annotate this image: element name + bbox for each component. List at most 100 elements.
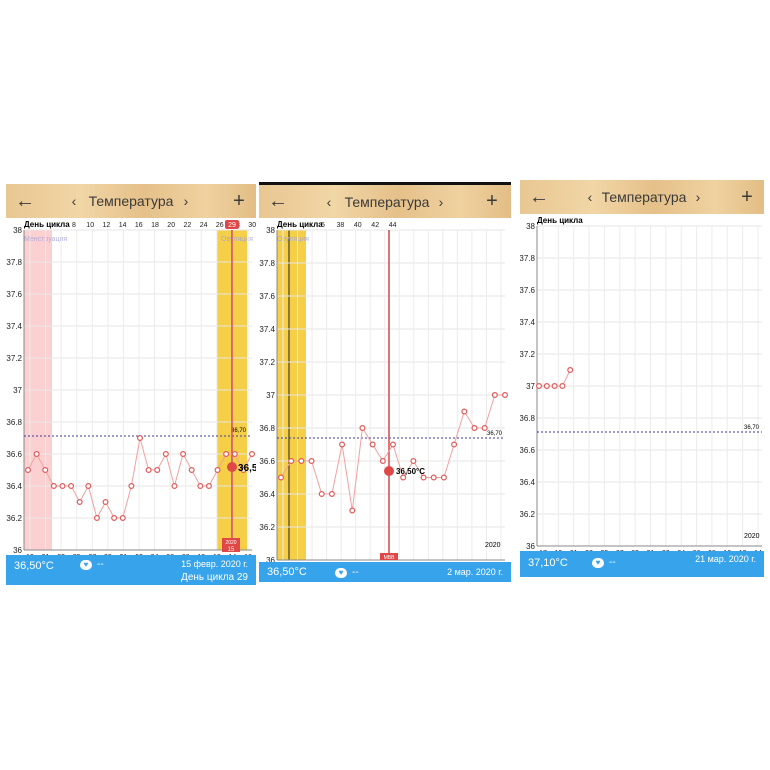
temperature-point[interactable] <box>85 483 92 490</box>
prev-button[interactable]: ‹ <box>64 184 84 218</box>
selected-point[interactable] <box>384 466 394 476</box>
y-tick-label: 38 <box>13 226 22 235</box>
next-button[interactable]: › <box>688 180 708 214</box>
temperature-point[interactable] <box>328 491 335 498</box>
temperature-point[interactable] <box>231 451 238 458</box>
temperature-point[interactable] <box>339 441 346 448</box>
sex-indicator[interactable]: ♥ -- <box>592 557 616 568</box>
temperature-point[interactable] <box>543 383 550 390</box>
date-text: 15 февр. 2020 г. <box>181 559 248 569</box>
x-tick-label: 08 <box>182 554 190 555</box>
y-tick-label: 38 <box>266 226 275 235</box>
temperature-point[interactable] <box>349 507 356 514</box>
heart-icon: ♥ <box>335 567 347 578</box>
temperature-point[interactable] <box>102 499 109 506</box>
x-tick-label: 14 <box>754 550 762 551</box>
y-tick-label: 37.2 <box>6 354 22 363</box>
temperature-point[interactable] <box>76 499 83 506</box>
x-tick-label: 21 <box>570 550 578 551</box>
cycle-day-label: День цикла <box>277 220 323 229</box>
temperature-point[interactable] <box>93 515 100 522</box>
temperature-point[interactable] <box>481 425 488 432</box>
temperature-point[interactable] <box>288 458 295 465</box>
temperature-point[interactable] <box>359 425 366 432</box>
temperature-point[interactable] <box>379 458 386 465</box>
temperature-point[interactable] <box>205 483 212 490</box>
temperature-point[interactable] <box>400 474 407 481</box>
temperature-point[interactable] <box>298 458 305 465</box>
temperature-chart[interactable]: Овуляция День цикла 5 38 40 42 44 38 37.8 37.6… <box>259 218 511 562</box>
back-button[interactable]: ← <box>10 184 40 218</box>
temperature-point[interactable] <box>119 515 126 522</box>
temperature-point[interactable] <box>559 383 566 390</box>
temperature-point[interactable] <box>25 467 32 474</box>
cycle-day-tick: 10 <box>86 222 94 229</box>
temperature-point[interactable] <box>390 441 397 448</box>
temperature-point[interactable] <box>308 458 315 465</box>
info-bar[interactable]: 36,50°C ♥ -- 15 февр. 2020 г. День цикла… <box>6 555 256 585</box>
prev-button[interactable]: ‹ <box>319 185 339 218</box>
temperature-point[interactable] <box>536 383 543 390</box>
sex-indicator[interactable]: ♥ -- <box>335 567 359 578</box>
x-tick-label: 27 <box>616 550 624 551</box>
temperature-point[interactable] <box>180 451 187 458</box>
prev-button[interactable]: ‹ <box>580 180 600 214</box>
temperature-point[interactable] <box>137 435 144 442</box>
add-button[interactable]: + <box>477 185 507 218</box>
x-tick-label: 25 <box>73 554 81 555</box>
temperature-point[interactable] <box>567 367 574 374</box>
temperature-point[interactable] <box>451 441 458 448</box>
temperature-point[interactable] <box>128 483 135 490</box>
y-tick-label: 37.8 <box>6 258 22 267</box>
temperature-point[interactable] <box>369 441 376 448</box>
temperature-chart[interactable]: День цикла 38 37.8 37.6 37.4 37.2 37 36.8 36.6 3… <box>520 214 764 551</box>
temperature-point[interactable] <box>111 515 118 522</box>
x-tick-label: 10 <box>723 550 731 551</box>
temperature-point[interactable] <box>50 483 57 490</box>
temperature-point[interactable] <box>42 467 49 474</box>
temperature-point[interactable] <box>471 425 478 432</box>
temperature-point[interactable] <box>318 491 325 498</box>
temperature-point[interactable] <box>188 467 195 474</box>
sex-indicator[interactable]: ♥ -- <box>80 559 104 570</box>
temperature-point[interactable] <box>223 451 230 458</box>
x-tick-label: 21 <box>42 554 50 555</box>
temperature-point[interactable] <box>249 451 256 458</box>
temperature-point[interactable] <box>145 467 152 474</box>
temperature-point[interactable] <box>154 467 161 474</box>
chevron-left-icon: ‹ <box>587 189 593 205</box>
temperature-point[interactable] <box>440 474 447 481</box>
temperature-point[interactable] <box>33 451 40 458</box>
back-button[interactable]: ← <box>524 180 554 214</box>
temperature-point[interactable] <box>197 483 204 490</box>
temperature-point[interactable] <box>430 474 437 481</box>
temperature-point[interactable] <box>214 467 221 474</box>
add-button[interactable]: + <box>224 184 254 218</box>
temperature-line <box>280 394 505 511</box>
temperature-point[interactable] <box>162 451 169 458</box>
x-tick-label: 06 <box>693 550 701 551</box>
info-bar[interactable]: 37,10°C ♥ -- 21 мар. 2020 г. <box>520 551 764 577</box>
info-bar[interactable]: 36,50°C ♥ -- 2 мар. 2020 г. <box>259 562 511 582</box>
temperature-point[interactable] <box>278 474 285 481</box>
temperature-chart[interactable]: Менструация Овуляция День цикла 81012141… <box>6 218 256 555</box>
temperature-point[interactable] <box>551 383 558 390</box>
x-tick-label: 16 <box>244 554 252 555</box>
selected-point[interactable] <box>227 462 237 472</box>
back-button[interactable]: ← <box>263 185 293 218</box>
temperature-point[interactable] <box>491 392 498 399</box>
temperature-point[interactable] <box>502 392 509 399</box>
x-tick-label: 10 <box>197 554 205 555</box>
temperature-point[interactable] <box>68 483 75 490</box>
y-tick-label: 36.4 <box>520 478 536 487</box>
temperature-point[interactable] <box>240 467 247 474</box>
next-button[interactable]: › <box>176 184 196 218</box>
next-button[interactable]: › <box>431 185 451 218</box>
temperature-point[interactable] <box>59 483 66 490</box>
temperature-point[interactable] <box>420 474 427 481</box>
x-tick-label: 02 <box>662 550 670 551</box>
temperature-point[interactable] <box>171 483 178 490</box>
add-button[interactable]: + <box>732 180 762 214</box>
temperature-point[interactable] <box>461 408 468 415</box>
temperature-point[interactable] <box>410 458 417 465</box>
